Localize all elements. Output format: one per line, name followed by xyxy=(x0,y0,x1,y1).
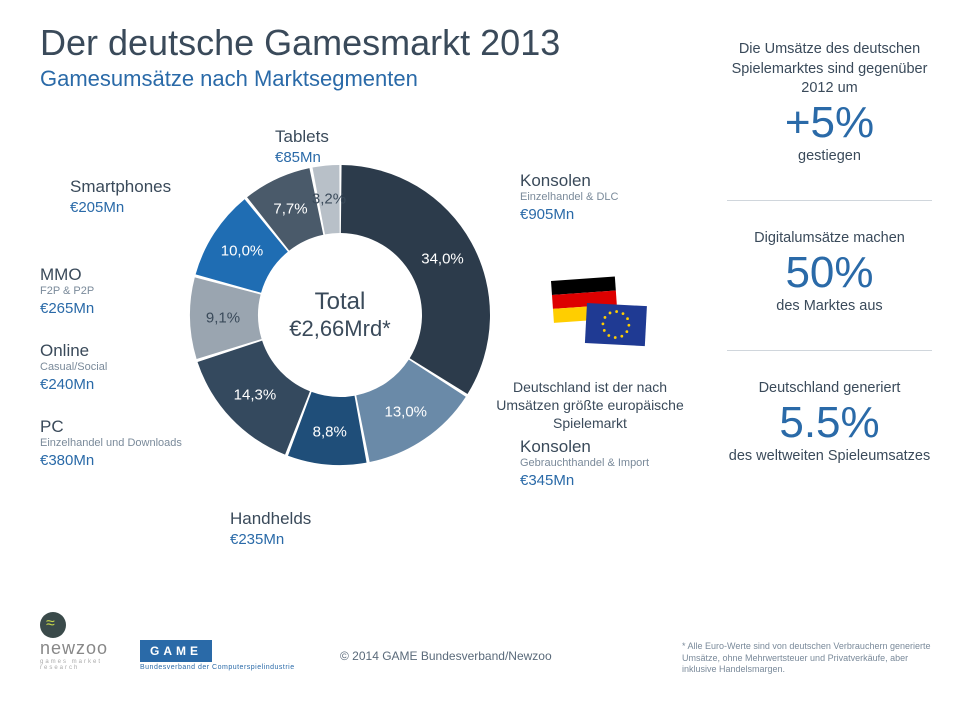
stat-growth-post: gestiegen xyxy=(727,147,932,167)
logo-game-tag: Bundesverband der Computerspielindustrie xyxy=(140,664,310,671)
segment-name: Konsolen xyxy=(520,438,649,457)
donut-center-label: Total xyxy=(289,288,391,316)
segment-name: Online xyxy=(40,342,107,361)
donut-pct-online: 9,1% xyxy=(206,309,240,326)
eu-caption: Deutschland ist der nach Umsätzen größte… xyxy=(495,378,685,433)
stat-growth-pre: Die Umsätze des deutschen Spielemarktes … xyxy=(727,40,932,99)
logo-game-text: GAME xyxy=(140,640,212,662)
segment-value: €345Mn xyxy=(520,472,649,489)
segment-sub: Einzelhandel & DLC xyxy=(520,191,618,204)
segment-name: Konsolen xyxy=(520,172,618,191)
donut-chart: Total €2,66Mrd* 34,0% 13,0% 8,8% 14,3% 9,1% 1… xyxy=(185,160,495,470)
segment-label-konsolen_retail: KonsolenEinzelhandel & DLC €905Mn xyxy=(520,172,618,223)
segment-value: €905Mn xyxy=(520,206,618,223)
page-title: Der deutsche Gamesmarkt 2013 xyxy=(40,22,560,64)
segment-name: Handhelds xyxy=(230,510,311,529)
segment-name: Smartphones xyxy=(70,178,171,197)
segment-label-tablets: Tablets €85Mn xyxy=(275,128,329,166)
donut-segment-konsolen_retail xyxy=(341,165,490,394)
segment-name: PC xyxy=(40,418,182,437)
stat-growth-big: +5% xyxy=(727,101,932,145)
donut-pct-pc: 14,3% xyxy=(234,387,277,404)
divider xyxy=(727,200,932,201)
divider xyxy=(727,350,932,351)
donut-pct-smartphones: 7,7% xyxy=(273,200,307,217)
flags xyxy=(545,275,655,355)
segment-value: €235Mn xyxy=(230,531,311,548)
donut-pct-konsolen_retail: 34,0% xyxy=(421,250,464,267)
logo-game: GAME Bundesverband der Computerspielindu… xyxy=(140,640,310,671)
segment-name: MMO xyxy=(40,266,94,285)
donut-pct-tablets: 3,2% xyxy=(312,190,346,207)
stat-digital: Digitalumsätze machen 50% des Marktes au… xyxy=(727,229,932,316)
donut-pct-handhelds: 8,8% xyxy=(313,423,347,440)
stat-digital-pre: Digitalumsätze machen xyxy=(727,229,932,249)
logo-newzoo-text: newzoo xyxy=(40,638,108,658)
segment-label-smartphones: Smartphones €205Mn xyxy=(70,178,171,216)
segment-label-handhelds: Handhelds €235Mn xyxy=(230,510,311,548)
segment-value: €265Mn xyxy=(40,300,94,317)
segment-label-online: OnlineCasual/Social €240Mn xyxy=(40,342,107,393)
donut-pct-mmo: 10,0% xyxy=(221,243,264,260)
segment-sub: F2P & P2P xyxy=(40,285,94,298)
donut-center-value: €2,66Mrd* xyxy=(289,316,391,342)
segment-sub: Casual/Social xyxy=(40,361,107,374)
footer: ≈ newzoo games market research GAME Bund… xyxy=(0,619,960,689)
footnote: * Alle Euro-Werte sind von deutschen Ver… xyxy=(682,641,932,675)
copyright: © 2014 GAME Bundesverband/Newzoo xyxy=(340,649,552,663)
segment-sub: Gebrauchthandel & Import xyxy=(520,457,649,470)
segment-label-konsolen_used: KonsolenGebrauchthandel & Import €345Mn xyxy=(520,438,649,489)
stat-digital-post: des Marktes aus xyxy=(727,297,932,317)
donut-center: Total €2,66Mrd* xyxy=(289,288,391,342)
sidebar: Die Umsätze des deutschen Spielemarktes … xyxy=(727,40,932,501)
segment-name: Tablets xyxy=(275,128,329,147)
stat-digital-big: 50% xyxy=(727,251,932,295)
stat-growth: Die Umsätze des deutschen Spielemarktes … xyxy=(727,40,932,166)
stat-world-big: 5.5% xyxy=(727,401,932,445)
donut-pct-konsolen_used: 13,0% xyxy=(384,403,427,420)
segment-value: €380Mn xyxy=(40,452,182,469)
stat-world-pre: Deutschland generiert xyxy=(727,379,932,399)
page-subtitle: Gamesumsätze nach Marktsegmenten xyxy=(40,66,418,92)
stat-world: Deutschland generiert 5.5% des weltweite… xyxy=(727,379,932,466)
segment-value: €205Mn xyxy=(70,199,171,216)
segment-sub: Einzelhandel und Downloads xyxy=(40,437,182,450)
segment-label-pc: PCEinzelhandel und Downloads €380Mn xyxy=(40,418,182,469)
logo-newzoo-tag: games market research xyxy=(40,659,120,671)
segment-value: €240Mn xyxy=(40,376,107,393)
segment-value: €85Mn xyxy=(275,149,329,166)
stat-world-post: des weltweiten Spieleumsatzes xyxy=(727,447,932,467)
logo-newzoo: ≈ newzoo games market research xyxy=(40,612,120,671)
segment-label-mmo: MMOF2P & P2P €265Mn xyxy=(40,266,94,317)
